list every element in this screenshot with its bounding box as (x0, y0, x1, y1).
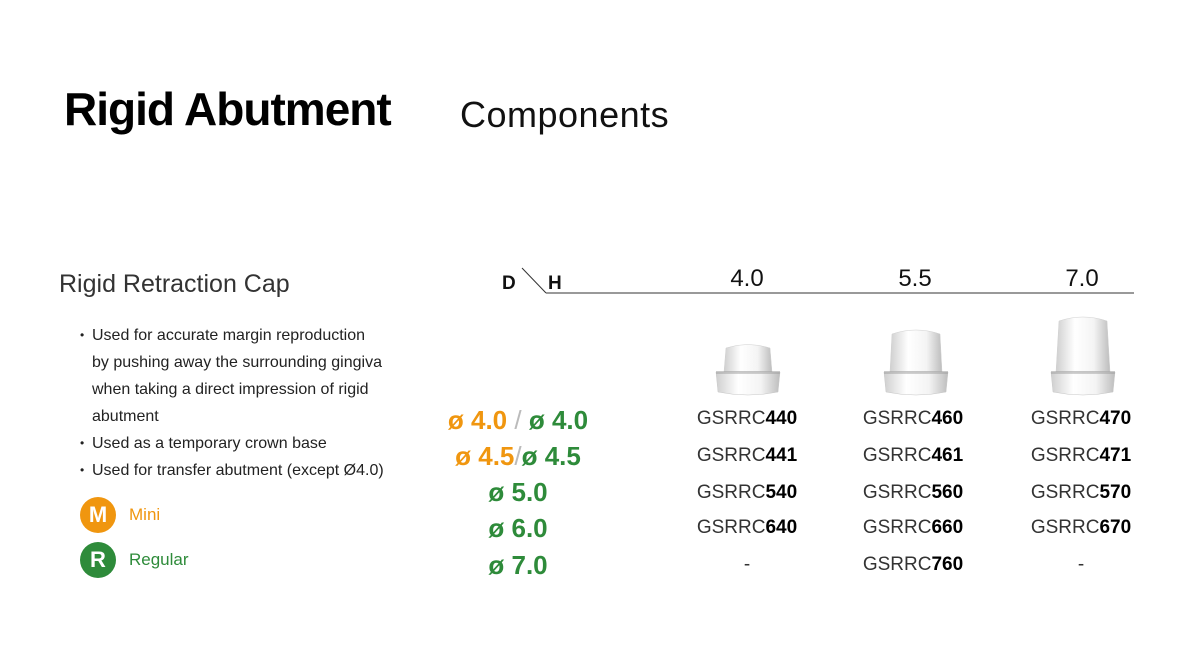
product-code: GSRRC460 (862, 408, 964, 429)
regular-diameter: ø 4.5 (521, 441, 581, 471)
retraction-cap-5-5-icon (883, 329, 949, 396)
regular-badge-icon: R (80, 542, 116, 578)
height-header-7-0: 7.0 (1065, 265, 1099, 292)
product-code: GSRRC640 (696, 517, 798, 538)
feature-item: abutment (92, 408, 159, 425)
page-title: Rigid Abutment (64, 83, 392, 135)
diameter-row-5: ø 7.0 (420, 550, 616, 581)
height-header-5-5: 5.5 (898, 265, 932, 292)
diameter-row-3: ø 5.0 (420, 477, 616, 508)
regular-diameter: ø 5.0 (488, 477, 548, 507)
legend-label: Regular (129, 550, 189, 569)
legend-label: Mini (129, 505, 161, 524)
diameter-separator: / (514, 441, 522, 471)
product-code: GSRRC440 (696, 408, 798, 429)
regular-diameter: ø 4.0 (528, 405, 589, 435)
regular-diameter: ø 7.0 (488, 550, 548, 580)
height-header-4-0: 4.0 (730, 265, 764, 292)
header-height: H (548, 273, 562, 294)
product-code: GSRRC660 (862, 517, 964, 538)
diameter-row-4: ø 6.0 (420, 513, 616, 544)
mini-diameter: ø 4.5 (455, 441, 515, 471)
product-code: GSRRC461 (862, 445, 964, 466)
header-diameter: D (502, 273, 516, 294)
product-code: GSRRC441 (696, 445, 798, 466)
feature-item: Used for transfer abutment (except Ø4.0) (80, 457, 412, 484)
feature-list: Used for accurate margin reproduction by… (80, 322, 412, 484)
legend-mini: M Mini (80, 497, 160, 533)
diameter-row-1: ø 4.0 / ø 4.0 (420, 405, 616, 436)
section-title: Rigid Retraction Cap (59, 270, 290, 298)
retraction-cap-7-0-icon (1050, 316, 1116, 396)
feature-item: when taking a direct impression of rigid (92, 381, 369, 398)
diameter-row-2: ø 4.5/ø 4.5 (420, 441, 616, 472)
retraction-cap-4-0-icon (715, 344, 781, 396)
diameter-separator: / (514, 405, 522, 435)
mini-badge-icon: M (80, 497, 116, 533)
product-code: GSRRC540 (696, 482, 798, 503)
page-subtitle: Components (460, 94, 670, 135)
feature-item: Used for accurate margin reproduction (80, 322, 412, 349)
product-code: GSRRC670 (1030, 517, 1132, 538)
product-code: GSRRC560 (862, 482, 964, 503)
product-code: GSRRC470 (1030, 408, 1132, 429)
regular-diameter: ø 6.0 (488, 513, 548, 543)
product-code: - (1077, 554, 1085, 575)
product-code: - (743, 554, 751, 575)
legend-regular: R Regular (80, 542, 189, 578)
product-code: GSRRC570 (1030, 482, 1132, 503)
feature-item: by pushing away the surrounding gingiva (92, 354, 382, 371)
product-code: GSRRC471 (1030, 445, 1132, 466)
mini-diameter: ø 4.0 (447, 405, 508, 435)
product-code: GSRRC760 (862, 554, 964, 575)
feature-item: Used as a temporary crown base (80, 430, 412, 457)
